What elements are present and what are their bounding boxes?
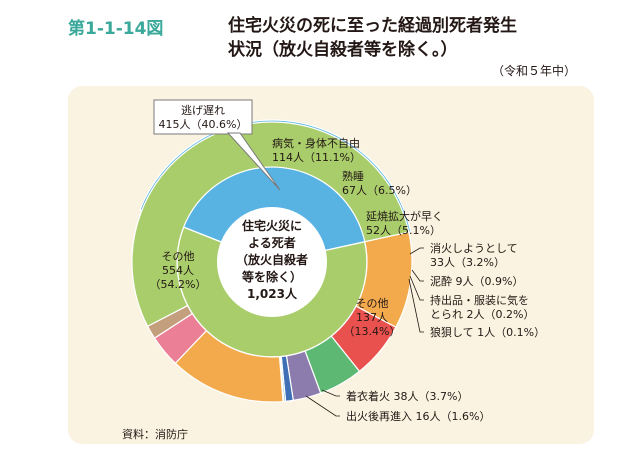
leader-line-着衣着火: [321, 389, 340, 397]
center-label-line4: 等を除く）: [241, 269, 302, 284]
label-持出品・服装に気を取られ-1: 持出品・服装に気を: [430, 293, 529, 307]
label-病気・身体不自由-2: 114人（11.1%）: [272, 151, 361, 164]
label-出火後再進入-1: 出火後再進入 16人（1.6%）: [346, 409, 490, 423]
outer-slice-11: [131, 121, 410, 328]
label-泥酔-1: 泥酔 9人（0.9%）: [430, 274, 523, 288]
label-その他(大)-3: （54.2%）: [150, 278, 207, 291]
leader-line-出火後再進入: [305, 395, 340, 417]
leader-line-消火しようとして: [409, 247, 424, 255]
label-消火しようとして-2: 33人（3.2%）: [430, 256, 505, 269]
center-hole: [217, 207, 327, 317]
label-熟睡-1: 熟睡: [342, 169, 364, 183]
leader-line-狼狽して: [408, 278, 424, 333]
callout-line1: 逃げ遅れ: [181, 104, 225, 117]
center-label-line2: よる死者: [248, 235, 296, 250]
center-label-line1: 住宅火災に: [242, 218, 302, 233]
center-label-line5: 1,023人: [247, 286, 298, 301]
label-狼狽して-1: 狼狽して 1人（0.1%）: [430, 325, 545, 339]
chart-title-line1: 住宅火災の死に至った経過別死者発生: [228, 16, 517, 36]
chart-title-line2: 状況（放火自殺者等を除く。）: [228, 40, 458, 60]
center-label-line3: （放火自殺者: [236, 252, 308, 267]
label-消火しようとして-1: 消火しようとして: [430, 241, 518, 255]
label-延焼拡大が早く-1: 延焼拡大が早く: [366, 209, 443, 223]
label-その他(小)-1: その他: [356, 297, 389, 310]
label-熟睡-2: 67人（6.5%）: [342, 184, 417, 197]
source-note: 資料：消防庁: [122, 428, 188, 441]
leader-line-持出品・服装に気を取られ: [409, 275, 424, 301]
callout-line2: 415人（40.6%）: [159, 118, 248, 131]
label-持出品・服装に気を取られ-2: とられ 2人（0.2%）: [430, 308, 534, 321]
callout-box: [153, 99, 253, 135]
chart-title: 住宅火災の死に至った経過別死者発生 状況（放火自殺者等を除く。）: [228, 14, 618, 62]
label-病気・身体不自由-1: 病気・身体不自由: [272, 136, 360, 150]
figure-number: 第1-1-14図: [68, 19, 164, 39]
label-その他(大)-2: 554人: [162, 264, 194, 277]
label-着衣着火-1: 着衣着火 38人（3.7%）: [346, 389, 468, 403]
label-その他(小)-2: 137人: [356, 311, 388, 324]
period-note: （令和５年中）: [491, 64, 576, 78]
leader-line-泥酔: [411, 269, 424, 282]
label-延焼拡大が早く-2: 52人（5.1%）: [366, 224, 441, 237]
label-その他(大)-1: その他: [162, 250, 195, 263]
label-その他(小)-3: （13.4%）: [344, 325, 401, 338]
callout-pointer: [226, 132, 281, 191]
